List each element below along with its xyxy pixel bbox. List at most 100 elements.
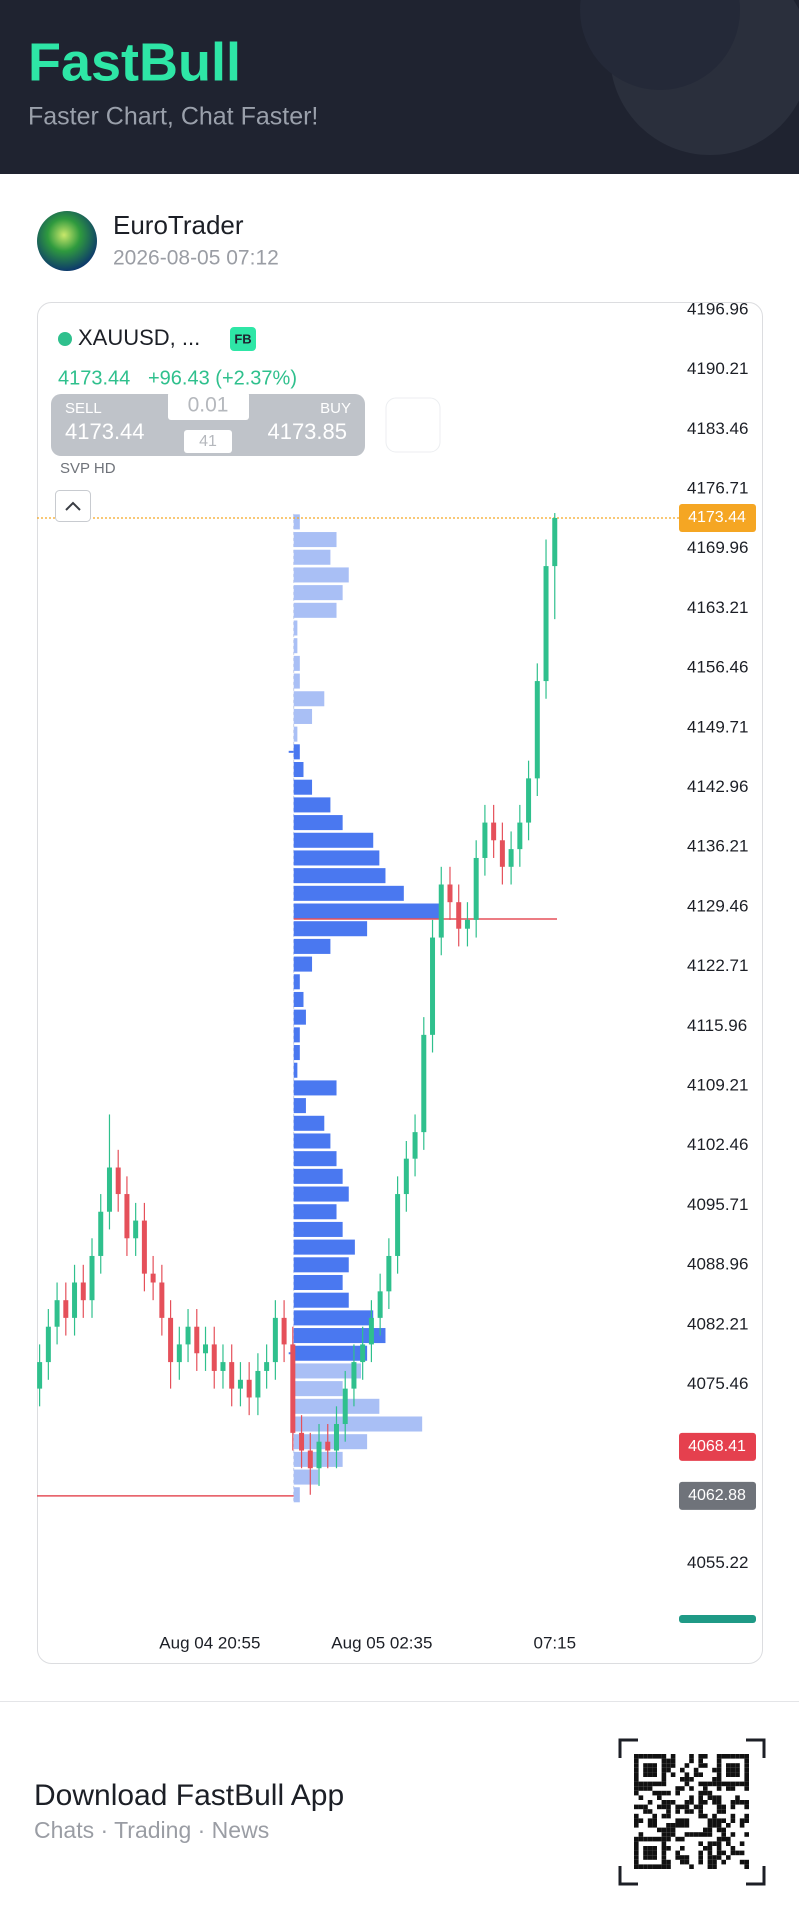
qr-cell bbox=[739, 1859, 745, 1865]
qr-cell bbox=[634, 1763, 639, 1768]
qr-cell bbox=[730, 1813, 736, 1819]
qr-cell bbox=[634, 1813, 639, 1819]
qr-cell bbox=[721, 1832, 726, 1837]
qr-cell bbox=[661, 1827, 667, 1833]
qr-cell bbox=[638, 1795, 644, 1800]
qr-cell bbox=[675, 1790, 680, 1796]
qr-cell bbox=[716, 1795, 722, 1800]
price-change: +96.43 (+2.37%) bbox=[148, 367, 297, 389]
author-name[interactable]: EuroTrader bbox=[113, 210, 244, 240]
symbol[interactable]: XAUUSD, ... bbox=[78, 325, 200, 350]
qr-cell bbox=[638, 1786, 644, 1791]
x-tick-label: Aug 05 02:35 bbox=[331, 1633, 432, 1652]
qr-cell bbox=[661, 1781, 667, 1787]
profile-bar bbox=[293, 1204, 337, 1220]
qr-cell bbox=[657, 1827, 662, 1833]
trade-panel bbox=[51, 394, 365, 456]
qr-cell bbox=[680, 1767, 685, 1773]
qr-cell bbox=[744, 1767, 749, 1773]
qr-cell bbox=[739, 1850, 745, 1856]
qr-cell bbox=[661, 1777, 667, 1782]
action-button[interactable] bbox=[385, 397, 441, 453]
candle-body bbox=[464, 919, 470, 929]
qr-cell bbox=[661, 1832, 667, 1837]
profile-bar bbox=[293, 585, 343, 601]
y-tick-label: 4163.21 bbox=[687, 598, 748, 617]
qr-cell bbox=[693, 1832, 699, 1837]
y-tick-label: 4075.46 bbox=[687, 1374, 748, 1393]
qr-cell bbox=[739, 1818, 745, 1823]
footer-title[interactable]: Download FastBull App bbox=[34, 1779, 344, 1812]
y-tick-label: 4176.71 bbox=[687, 479, 748, 498]
qr-cell bbox=[726, 1855, 731, 1860]
sell-price[interactable]: 4173.44 bbox=[65, 419, 145, 444]
qr-cell bbox=[680, 1786, 685, 1791]
candle-body bbox=[255, 1370, 261, 1398]
profile-bar bbox=[293, 567, 349, 583]
status-dot bbox=[58, 332, 72, 346]
qr-cell bbox=[703, 1813, 708, 1819]
qr-cell bbox=[661, 1850, 667, 1856]
qr-cell bbox=[716, 1827, 722, 1833]
qr-cell bbox=[721, 1754, 726, 1759]
profile-bar bbox=[293, 974, 300, 990]
qr-cell bbox=[698, 1804, 703, 1810]
profile-bar bbox=[293, 956, 313, 972]
qr-cell bbox=[675, 1804, 680, 1810]
qr-cell bbox=[670, 1758, 676, 1764]
qr-cell bbox=[716, 1754, 722, 1759]
profile-bar bbox=[293, 991, 304, 1007]
price-tag-bg bbox=[679, 1432, 756, 1461]
qr-cell bbox=[675, 1823, 680, 1828]
qr-cell bbox=[698, 1795, 703, 1800]
profile-bar bbox=[293, 1133, 331, 1149]
profile-bar bbox=[293, 1381, 343, 1397]
qr-cell bbox=[730, 1781, 736, 1787]
lot[interactable]: 0.01 bbox=[188, 394, 229, 417]
candle-body bbox=[395, 1194, 401, 1256]
qr-cell bbox=[647, 1836, 653, 1842]
qr-cell bbox=[666, 1832, 671, 1837]
qr-cell bbox=[666, 1800, 671, 1805]
profile-bar bbox=[293, 885, 404, 901]
qr-cell bbox=[647, 1823, 653, 1828]
candle-body bbox=[106, 1167, 112, 1212]
qr-cell bbox=[712, 1767, 717, 1773]
qr-cell bbox=[675, 1850, 680, 1856]
collapse-button[interactable] bbox=[55, 490, 91, 522]
qr-cell bbox=[703, 1790, 708, 1796]
sell-label[interactable]: SELL bbox=[65, 400, 102, 417]
qr-cell bbox=[638, 1804, 644, 1810]
candle-body bbox=[438, 884, 444, 938]
qr-cell bbox=[735, 1754, 740, 1759]
price-tag: 4062.88 bbox=[688, 1487, 746, 1504]
qr-cell bbox=[643, 1846, 648, 1851]
candle-body bbox=[342, 1388, 348, 1425]
avatar[interactable] bbox=[37, 211, 97, 271]
qr-code[interactable] bbox=[634, 1754, 749, 1869]
qr-cell bbox=[647, 1846, 653, 1851]
qr-cell bbox=[721, 1781, 726, 1787]
qr-cell bbox=[666, 1790, 671, 1796]
x-tick-label: 07:15 bbox=[533, 1633, 576, 1652]
buy-label[interactable]: BUY bbox=[320, 400, 351, 417]
qr-cell bbox=[726, 1836, 731, 1842]
qr-cell bbox=[638, 1864, 644, 1869]
brand-title: FastBull bbox=[28, 32, 241, 92]
candle-body bbox=[229, 1362, 235, 1389]
qr-cell bbox=[726, 1786, 731, 1791]
plot: 4196.96 4190.21 4183.46 4176.71 4169.96 4163.… bbox=[37, 299, 756, 1652]
qr-cell bbox=[744, 1813, 749, 1819]
qr-cell bbox=[657, 1836, 662, 1842]
price-tag: 4068.41 bbox=[688, 1438, 746, 1455]
qr-cell bbox=[712, 1777, 717, 1782]
candle-body bbox=[124, 1194, 130, 1239]
qr-cell bbox=[661, 1790, 667, 1796]
qr-cell bbox=[661, 1859, 667, 1865]
lot-box[interactable] bbox=[168, 392, 249, 420]
qr-cell bbox=[661, 1855, 667, 1860]
buy-price[interactable]: 4173.85 bbox=[267, 419, 347, 444]
qr-cell bbox=[643, 1836, 648, 1842]
